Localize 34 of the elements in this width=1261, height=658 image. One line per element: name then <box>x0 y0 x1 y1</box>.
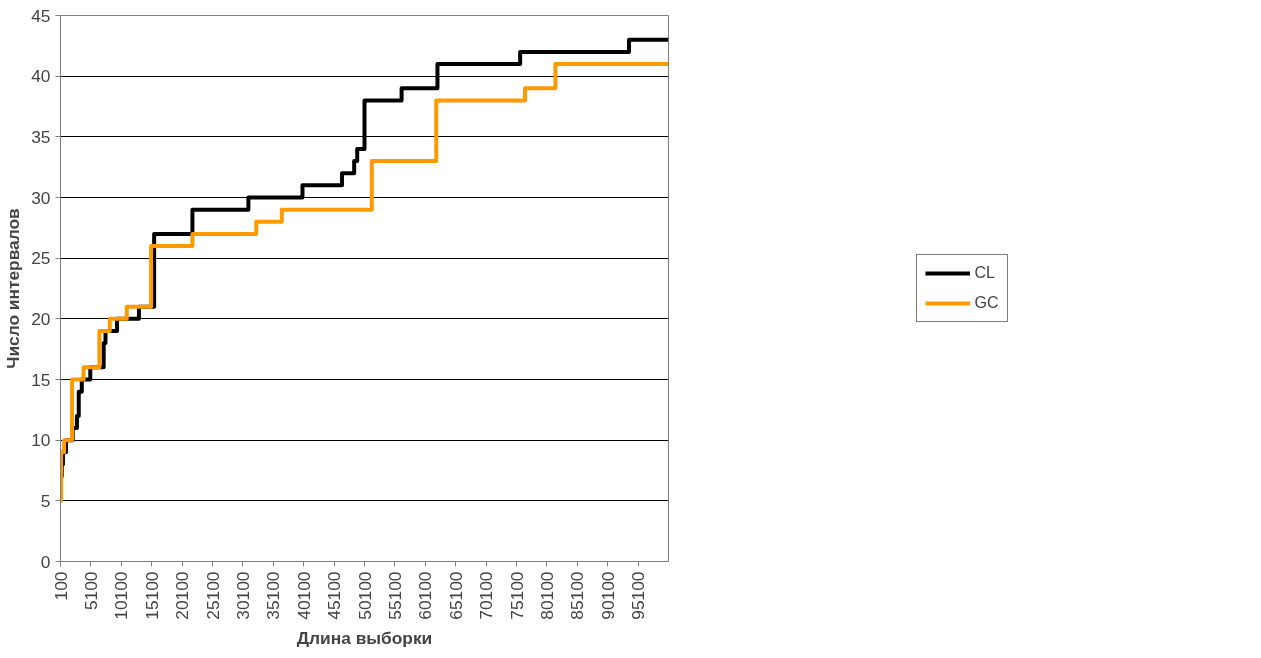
x-tick-label: 75100 <box>506 571 527 620</box>
y-tick-label: 15 <box>31 369 51 390</box>
y-tick-label: 5 <box>40 490 51 511</box>
x-tick-label: 40100 <box>293 571 314 620</box>
x-tick-label: 35100 <box>263 571 284 620</box>
y-axis-title: Число интервалов <box>3 208 24 369</box>
x-tick-label: 60100 <box>415 571 436 620</box>
x-tick-label: 30100 <box>232 571 253 620</box>
x-tick-label: 15100 <box>141 571 162 620</box>
x-tick-label: 20100 <box>172 571 193 620</box>
y-tick-label: 30 <box>31 187 51 208</box>
x-tick-label: 10100 <box>111 571 132 620</box>
x-tick-label: 80100 <box>536 571 557 620</box>
x-tick-label: 100 <box>50 571 71 601</box>
y-tick-label: 35 <box>31 126 51 147</box>
x-axis-title: Длина выборки <box>296 627 433 648</box>
x-tick-label: 95100 <box>628 571 649 620</box>
x-tick-label: 55100 <box>384 571 405 620</box>
y-tick-label: 25 <box>31 248 51 269</box>
legend-label: GC <box>974 294 999 312</box>
y-tick-label: 10 <box>31 430 51 451</box>
y-tick-label: 0 <box>40 551 51 572</box>
x-tick-label: 90100 <box>597 571 618 620</box>
x-tick-label: 70100 <box>476 571 497 620</box>
x-tick-label: 65100 <box>445 571 466 620</box>
y-tick-label: 40 <box>31 66 51 87</box>
y-tick-label: 45 <box>31 5 51 26</box>
x-tick-label: 25100 <box>202 571 223 620</box>
x-tick-label: 45100 <box>324 571 345 620</box>
x-tick-label: 5100 <box>80 571 101 611</box>
legend-label: CL <box>974 264 995 282</box>
x-tick-label: 50100 <box>354 571 375 620</box>
x-tick-label: 85100 <box>567 571 588 620</box>
y-tick-label: 20 <box>31 308 51 329</box>
